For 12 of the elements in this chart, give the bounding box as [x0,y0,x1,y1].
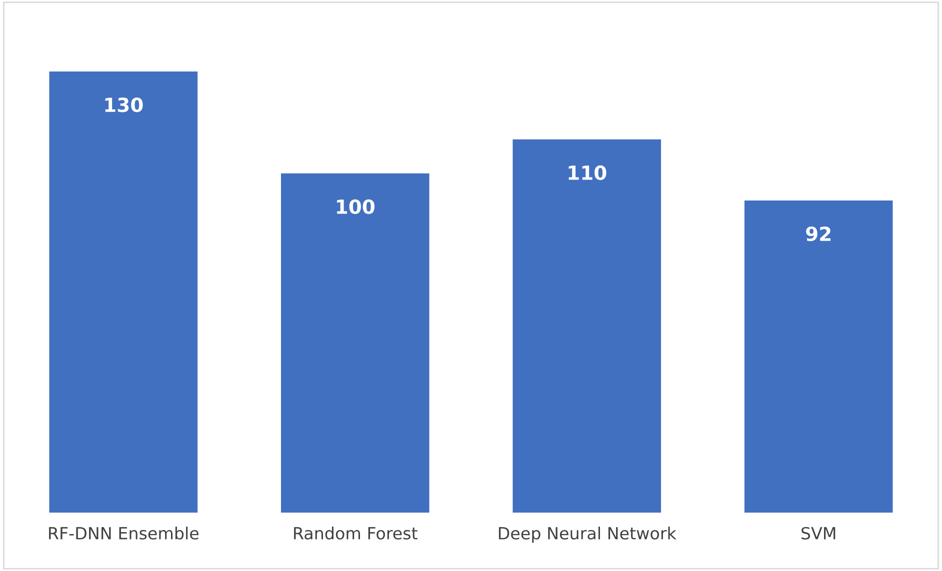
x-tick-label: Deep Neural Network [498,526,676,543]
x-tick-label: RF-DNN Ensemble [49,526,199,540]
bar [512,139,662,513]
data-label: 110 [568,165,606,180]
data-label: 130 [105,98,143,112]
bar [280,173,430,513]
bar [744,200,893,513]
data-label: 92 [806,226,830,242]
x-tick-label: SVM [802,526,836,540]
x-tick-label: Random Forest [294,526,418,540]
data-label: 100 [337,199,374,214]
bar [49,72,198,513]
